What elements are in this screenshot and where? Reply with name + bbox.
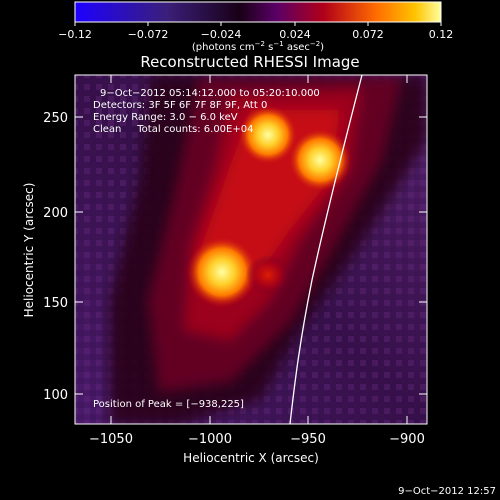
y-tick-label: 250 bbox=[43, 111, 68, 126]
source-south bbox=[186, 236, 258, 308]
colorbar-units: (photons cm−2 s−1 asec−2) bbox=[192, 40, 324, 53]
colorbar-tick-label: −0.12 bbox=[58, 28, 92, 41]
y-tick-label: 200 bbox=[43, 206, 68, 221]
colorbar-tick-label: 0.12 bbox=[429, 28, 454, 41]
colorbar-gradient bbox=[74, 1, 442, 23]
x-tick-label: −1000 bbox=[188, 432, 232, 447]
source-north bbox=[238, 105, 298, 165]
colorbar-tick-label: −0.024 bbox=[201, 28, 242, 41]
time-range-label: 9−Oct−2012 05:14:12.000 to 05:20:10.000 bbox=[100, 88, 320, 99]
solar-limb-line bbox=[289, 75, 363, 424]
detectors-label: Detectors: 3F 5F 6F 7F 8F 9F, Att 0 bbox=[93, 100, 267, 111]
x-tick-label: −900 bbox=[389, 432, 425, 447]
x-tick-label: −950 bbox=[290, 432, 326, 447]
y-tick-label: 100 bbox=[43, 388, 68, 403]
x-tick-label: −1050 bbox=[89, 432, 133, 447]
colorbar: −0.12 −0.072 −0.024 0.024 0.072 0.12 (ph… bbox=[58, 1, 454, 53]
colorbar-tick-label: −0.072 bbox=[128, 28, 169, 41]
source-east bbox=[288, 128, 352, 192]
y-axis-label: Heliocentric Y (arcsec) bbox=[22, 183, 36, 318]
x-axis-label: Heliocentric X (arcsec) bbox=[183, 451, 319, 465]
colorbar-tick-label: 0.072 bbox=[352, 28, 384, 41]
peak-position-label: Position of Peak = [−938,225] bbox=[93, 399, 244, 410]
energy-range-label: Energy Range: 3.0 − 6.0 keV bbox=[93, 112, 238, 123]
plot-title: Reconstructed RHESSI Image bbox=[140, 53, 360, 71]
y-tick-label: 150 bbox=[43, 296, 68, 311]
plot-frame bbox=[74, 74, 428, 425]
clean-counts-label: Clean Total counts: 6.00E+04 bbox=[93, 124, 253, 135]
colorbar-tick-label: 0.024 bbox=[279, 28, 311, 41]
footer-timestamp: 9−Oct−2012 12:57 bbox=[398, 486, 496, 497]
